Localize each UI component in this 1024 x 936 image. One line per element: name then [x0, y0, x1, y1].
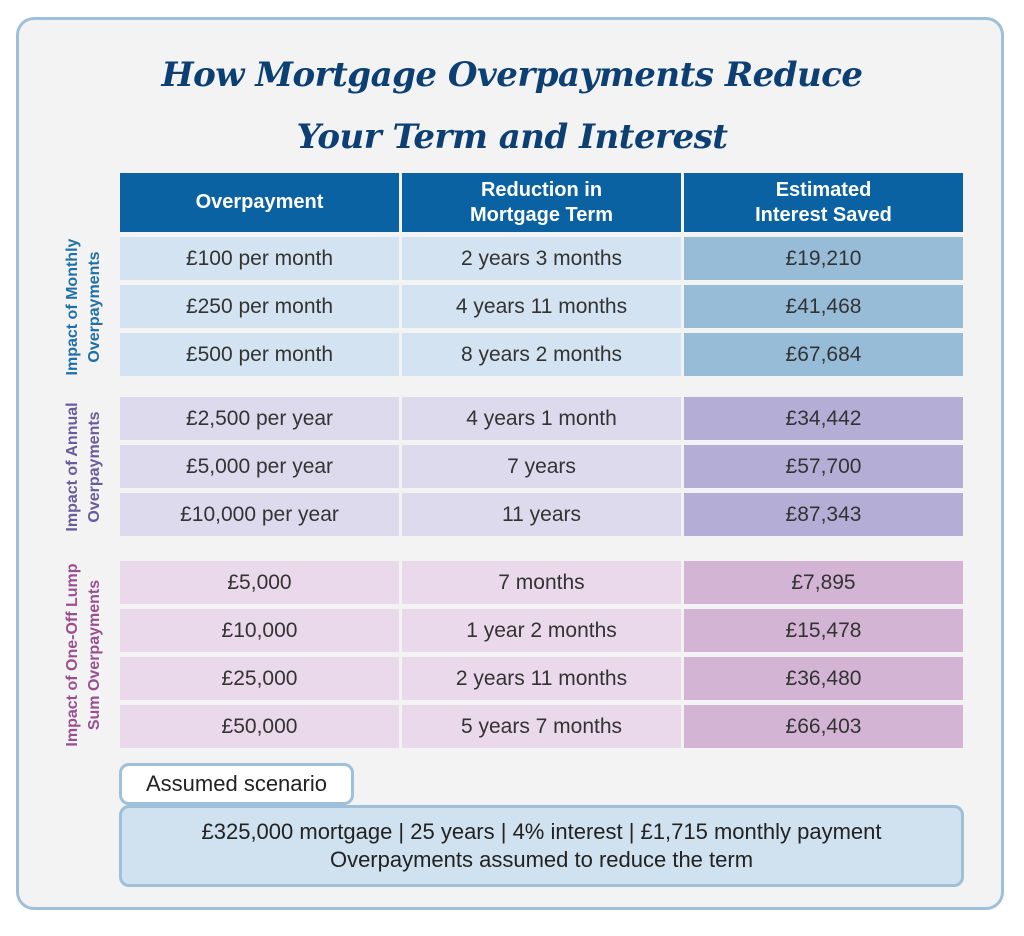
- table-row: £5,000 per year 7 years £57,700: [0, 445, 1024, 488]
- group-side-label-line: Impact of Annual: [64, 401, 81, 532]
- overpayment-cell: £25,000: [120, 657, 399, 700]
- table-row: £50,000 5 years 7 months £66,403: [0, 705, 1024, 748]
- interest-saved-cell: £87,343: [684, 493, 963, 536]
- term-reduction-cell: 7 years: [402, 445, 681, 488]
- group-side-label-text: Impact of Annual Overpayments: [62, 402, 106, 531]
- group-side-label-line: Overpayments: [86, 410, 103, 523]
- term-reduction-cell: 7 months: [402, 561, 681, 604]
- overpayment-cell: £5,000: [120, 561, 399, 604]
- term-reduction-cell: 4 years 11 months: [402, 285, 681, 328]
- overpayment-cell: £500 per month: [120, 333, 399, 376]
- overpayment-cell: £100 per month: [120, 237, 399, 280]
- table-row: £100 per month 2 years 3 months £19,210: [0, 237, 1024, 280]
- interest-saved-cell: £36,480: [684, 657, 963, 700]
- term-reduction-cell: 1 year 2 months: [402, 609, 681, 652]
- column-header-term-reduction: Reduction in Mortgage Term: [402, 173, 681, 232]
- interest-saved-cell: £15,478: [684, 609, 963, 652]
- term-reduction-cell: 4 years 1 month: [402, 397, 681, 440]
- group-side-label-line: Sum Overpayments: [86, 579, 103, 730]
- column-header-interest-line-2: Interest Saved: [755, 203, 892, 226]
- column-header-overpayment-text: Overpayment: [195, 191, 324, 213]
- assumed-scenario-label: Assumed scenario: [146, 771, 327, 796]
- column-header-term-line-1: Reduction in: [480, 178, 603, 201]
- overpayment-cell: £250 per month: [120, 285, 399, 328]
- group-side-label-text: Impact of One-Off Lump Sum Overpayments: [62, 563, 106, 746]
- column-header-overpayment: Overpayment: [120, 173, 399, 232]
- interest-saved-cell: £67,684: [684, 333, 963, 376]
- table-row: £25,000 2 years 11 months £36,480: [0, 657, 1024, 700]
- term-reduction-cell: 11 years: [402, 493, 681, 536]
- group-side-label: Impact of One-Off Lump Sum Overpayments: [54, 525, 114, 785]
- table-row: £10,000 1 year 2 months £15,478: [0, 609, 1024, 652]
- table-row: £2,500 per year 4 years 1 month £34,442: [0, 397, 1024, 440]
- interest-saved-cell: £57,700: [684, 445, 963, 488]
- overpayment-cell: £2,500 per year: [120, 397, 399, 440]
- term-reduction-cell: 5 years 7 months: [402, 705, 681, 748]
- group-side-label-line: Impact of One-Off Lump: [64, 562, 81, 747]
- column-header-interest-saved: Estimated Interest Saved: [684, 173, 963, 232]
- scenario-note: Overpayments assumed to reduce the term: [329, 847, 754, 872]
- table-row: £250 per month 4 years 11 months £41,468: [0, 285, 1024, 328]
- scenario-details: £325,000 mortgage | 25 years | 4% intere…: [201, 819, 882, 844]
- table-row: £500 per month 8 years 2 months £67,684: [0, 333, 1024, 376]
- column-header-term-line-2: Mortgage Term: [470, 203, 613, 226]
- interest-saved-cell: £34,442: [684, 397, 963, 440]
- assumed-scenario-box: £325,000 mortgage | 25 years | 4% intere…: [119, 805, 964, 887]
- overpayment-cell: £10,000: [120, 609, 399, 652]
- term-reduction-cell: 8 years 2 months: [402, 333, 681, 376]
- page-title: How Mortgage Overpayments Reduce Your Te…: [0, 44, 1024, 168]
- table-row: £10,000 per year 11 years £87,343: [0, 493, 1024, 536]
- interest-saved-cell: £7,895: [684, 561, 963, 604]
- overpayment-cell: £50,000: [120, 705, 399, 748]
- interest-saved-cell: £41,468: [684, 285, 963, 328]
- title-line-2: Your Term and Interest: [296, 117, 728, 157]
- table-row: £5,000 7 months £7,895: [0, 561, 1024, 604]
- column-header-interest-line-1: Estimated: [775, 178, 872, 201]
- assumed-scenario-tab: Assumed scenario: [119, 763, 354, 805]
- term-reduction-cell: 2 years 11 months: [402, 657, 681, 700]
- title-line-1: How Mortgage Overpayments Reduce: [161, 55, 863, 95]
- term-reduction-cell: 2 years 3 months: [402, 237, 681, 280]
- overpayment-cell: £10,000 per year: [120, 493, 399, 536]
- interest-saved-cell: £66,403: [684, 705, 963, 748]
- interest-saved-cell: £19,210: [684, 237, 963, 280]
- overpayment-cell: £5,000 per year: [120, 445, 399, 488]
